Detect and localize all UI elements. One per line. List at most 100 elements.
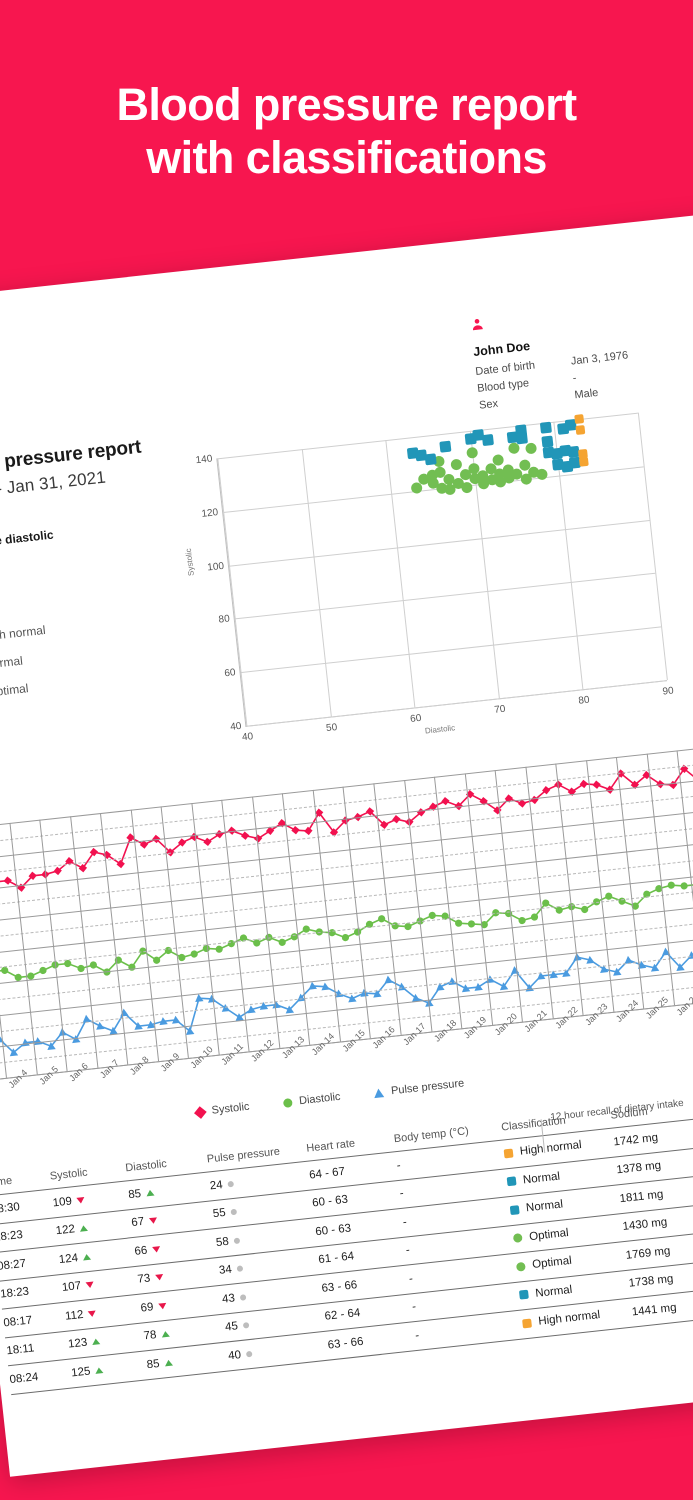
line-series-marker bbox=[139, 840, 149, 849]
report-sheet: Blood pressure report Jan 1 - Jan 31, 20… bbox=[0, 206, 693, 1477]
classification-label: Optimal bbox=[531, 1254, 573, 1272]
line-series-marker bbox=[525, 983, 534, 992]
cell-diastolic: 66 bbox=[134, 1237, 217, 1258]
line-series-marker bbox=[592, 780, 601, 789]
trend-up-icon bbox=[82, 1253, 92, 1261]
scatter-point bbox=[575, 424, 586, 435]
line-series-marker bbox=[613, 967, 622, 976]
scatter-x-tick: 60 bbox=[409, 712, 422, 726]
line-series-marker bbox=[567, 787, 577, 796]
line-series-marker bbox=[328, 929, 336, 937]
line-series-marker bbox=[321, 982, 330, 991]
line-series-marker bbox=[618, 897, 626, 905]
cell-time: 08:17 bbox=[2, 1314, 33, 1330]
line-series-marker bbox=[202, 944, 210, 953]
line-series-marker bbox=[643, 890, 651, 898]
line-series-marker bbox=[667, 881, 675, 889]
line-series-marker bbox=[380, 820, 389, 829]
line-series-marker bbox=[549, 970, 559, 979]
hero-headline: Blood pressure report with classificatio… bbox=[0, 78, 693, 184]
line-series-marker bbox=[315, 928, 323, 936]
trend-flat-icon bbox=[236, 1265, 244, 1273]
cell-diastolic: 78 bbox=[143, 1322, 226, 1343]
line-series-marker bbox=[404, 922, 412, 931]
line-series-marker bbox=[384, 975, 393, 984]
line-chart: Jan 4 Jan 5 Jan 6 Jan 7 Jan 8 Jan 9 Jan 10 Jan … bbox=[0, 737, 693, 1126]
cell-time: 18:23 bbox=[0, 1229, 24, 1245]
line-series-marker bbox=[492, 909, 500, 917]
cell-diastolic: 85 bbox=[146, 1350, 229, 1371]
line-series-marker bbox=[290, 933, 298, 941]
line-series-marker bbox=[235, 1013, 244, 1022]
line-series-marker bbox=[27, 972, 35, 980]
line-series-marker bbox=[0, 1034, 4, 1043]
cell-sodium: 1811 mg bbox=[618, 1188, 664, 1205]
line-series-marker bbox=[82, 1014, 92, 1023]
line-series-marker bbox=[365, 807, 375, 816]
cell-systolic: 124 bbox=[58, 1246, 135, 1266]
line-series-marker bbox=[227, 940, 235, 948]
scatter-x-tick: 70 bbox=[493, 703, 507, 716]
cell-heart-rate: 63 - 66 bbox=[320, 1278, 358, 1295]
legend-label-high-normal: High normal bbox=[0, 622, 47, 644]
scatter-plot-area: 40 60 80 100 120 140 40 50 60 70 80 90 bbox=[195, 412, 674, 743]
scatter-x-tick: 50 bbox=[325, 722, 338, 735]
classification-swatch-icon bbox=[503, 1148, 514, 1158]
line-series-marker bbox=[239, 934, 248, 942]
line-series-marker bbox=[365, 920, 374, 928]
line-series-marker bbox=[139, 947, 147, 955]
line-series-marker bbox=[277, 818, 287, 828]
line-series-marker bbox=[247, 1005, 256, 1014]
classification-swatch-icon bbox=[506, 1176, 517, 1187]
cell-time: 08:24 bbox=[8, 1370, 39, 1386]
line-series-marker bbox=[265, 933, 273, 942]
cell-classification: Normal bbox=[506, 1164, 617, 1189]
scatter-chart: Systolic Diastolic 40 60 80 100 120 140 40 50 60… bbox=[176, 408, 676, 757]
cell-heart-rate: 61 - 64 bbox=[317, 1250, 355, 1267]
cell-body-temp: - bbox=[399, 1187, 405, 1201]
legend-label-normal: Normal bbox=[0, 653, 24, 672]
line-series-marker bbox=[542, 899, 550, 907]
line-series-marker bbox=[530, 913, 539, 921]
line-series-marker bbox=[190, 950, 198, 958]
scatter-gridline-v bbox=[301, 449, 332, 717]
scatter-x-tick: 90 bbox=[661, 685, 675, 698]
patient-card: John Doe Date of birth Jan 3, 1976 Blood… bbox=[470, 297, 680, 417]
line-series-marker bbox=[353, 812, 363, 822]
line-series-marker bbox=[89, 961, 97, 969]
line-series-marker bbox=[96, 1021, 105, 1030]
line-series-marker bbox=[17, 883, 26, 892]
line-series-marker bbox=[679, 764, 689, 773]
line-series-marker bbox=[479, 797, 488, 806]
line-series-marker bbox=[616, 769, 626, 778]
line-series-marker bbox=[166, 848, 175, 857]
line-series-marker bbox=[109, 1026, 118, 1035]
hero-line-1: Blood pressure report bbox=[116, 79, 578, 130]
scatter-point bbox=[439, 440, 452, 454]
scatter-point bbox=[481, 433, 494, 446]
scatter-y-tick: 140 bbox=[195, 453, 213, 467]
line-series-marker bbox=[630, 780, 640, 789]
line-series-marker bbox=[302, 925, 310, 933]
cell-diastolic: 69 bbox=[140, 1294, 223, 1314]
line-series-marker bbox=[39, 966, 47, 975]
line-series-marker bbox=[454, 801, 463, 811]
line-series-marker bbox=[416, 917, 424, 925]
diastolic-marker-icon bbox=[282, 1097, 293, 1108]
scatter-gridline-h bbox=[234, 573, 656, 620]
line-series-marker bbox=[530, 795, 539, 805]
line-series-marker bbox=[510, 966, 520, 975]
cell-diastolic: 85 bbox=[128, 1180, 211, 1201]
line-series-marker bbox=[34, 1037, 43, 1046]
line-series-marker bbox=[159, 1017, 168, 1026]
line-series-marker bbox=[253, 939, 261, 947]
cell-body-temp: - bbox=[405, 1244, 411, 1257]
line-series-marker bbox=[631, 902, 639, 910]
cell-classification: High normal bbox=[503, 1136, 614, 1161]
cell-time: 08:30 bbox=[0, 1200, 21, 1216]
person-icon bbox=[472, 318, 483, 331]
line-series-marker bbox=[499, 982, 509, 991]
line-series-marker bbox=[3, 876, 12, 885]
line-series-marker bbox=[334, 989, 344, 998]
line-series-marker bbox=[89, 847, 99, 857]
